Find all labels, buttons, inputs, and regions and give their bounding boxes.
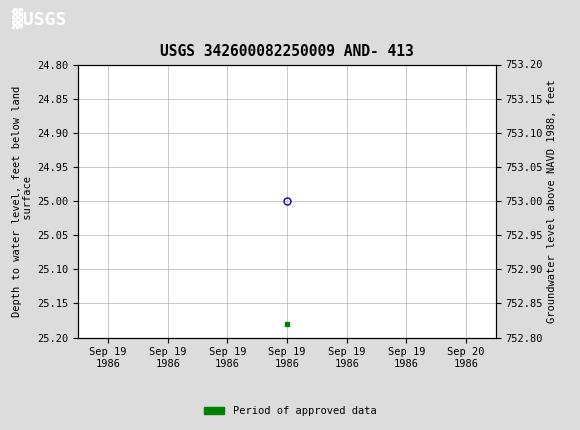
- Y-axis label: Groundwater level above NAVD 1988, feet: Groundwater level above NAVD 1988, feet: [548, 79, 557, 323]
- Y-axis label: Depth to water level, feet below land
 surface: Depth to water level, feet below land su…: [12, 86, 33, 316]
- Legend: Period of approved data: Period of approved data: [200, 402, 380, 421]
- Title: USGS 342600082250009 AND- 413: USGS 342600082250009 AND- 413: [160, 44, 414, 59]
- Text: ▓USGS: ▓USGS: [12, 8, 66, 29]
